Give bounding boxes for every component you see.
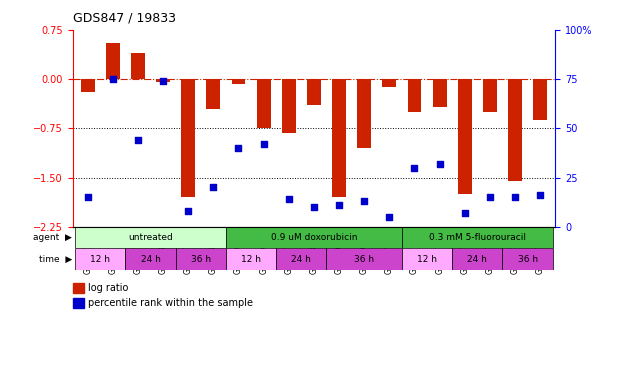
Point (133, 137, 143, 143)
Bar (81, 79, 95, 92)
Bar (126, 248, 175, 270)
Text: 12 h: 12 h (90, 255, 110, 264)
Bar (226, 227, 402, 248)
Point (158, 78, 168, 84)
Text: 24 h: 24 h (141, 255, 160, 264)
Point (535, 192, 545, 198)
Text: 36 h: 36 h (517, 255, 538, 264)
Point (410, 165, 420, 171)
Text: 24 h: 24 h (468, 255, 487, 264)
Bar (452, 248, 502, 270)
Bar (181, 79, 195, 197)
Text: percentile rank within the sample: percentile rank within the sample (88, 298, 253, 307)
Text: 36 h: 36 h (354, 255, 374, 264)
Bar (508, 79, 522, 181)
Bar (131, 53, 145, 79)
Bar (382, 79, 396, 87)
Text: GDS847 / 19833: GDS847 / 19833 (73, 11, 175, 24)
Point (384, 214, 394, 220)
Text: 12 h: 12 h (417, 255, 437, 264)
Bar (433, 79, 447, 107)
Bar (332, 79, 346, 197)
Point (183, 208, 193, 214)
Bar (357, 79, 371, 148)
Bar (106, 43, 120, 79)
Text: untreated: untreated (128, 233, 173, 242)
Bar (282, 79, 296, 133)
Bar (75, 227, 226, 248)
Bar (408, 79, 422, 112)
Bar (307, 79, 321, 105)
Text: 24 h: 24 h (292, 255, 311, 264)
Point (510, 194, 520, 200)
Point (359, 198, 369, 204)
Point (309, 204, 319, 210)
Bar (226, 248, 276, 270)
Bar (326, 248, 402, 270)
Bar (402, 227, 553, 248)
Point (435, 161, 445, 167)
Bar (276, 248, 326, 270)
Bar (458, 79, 472, 194)
Text: 0.3 mM 5-fluorouracil: 0.3 mM 5-fluorouracil (429, 233, 526, 242)
Point (108, 76, 118, 82)
Point (259, 141, 269, 147)
Bar (402, 248, 452, 270)
Bar (156, 79, 170, 82)
Bar (257, 79, 271, 128)
Text: log ratio: log ratio (88, 283, 129, 292)
Text: agent  ▶: agent ▶ (33, 233, 72, 242)
Point (334, 202, 344, 208)
Bar (175, 248, 226, 270)
Bar (75, 248, 126, 270)
Point (208, 184, 218, 190)
Point (485, 194, 495, 200)
Point (83, 194, 93, 200)
Bar (232, 79, 245, 84)
Text: 0.9 uM doxorubicin: 0.9 uM doxorubicin (271, 233, 357, 242)
Point (284, 196, 294, 202)
Bar (206, 79, 220, 109)
Bar (483, 79, 497, 112)
Point (460, 210, 470, 216)
Text: time  ▶: time ▶ (39, 255, 72, 264)
Text: 36 h: 36 h (191, 255, 211, 264)
Point (233, 145, 244, 151)
Bar (533, 79, 547, 120)
Bar (502, 248, 553, 270)
Text: 12 h: 12 h (241, 255, 261, 264)
